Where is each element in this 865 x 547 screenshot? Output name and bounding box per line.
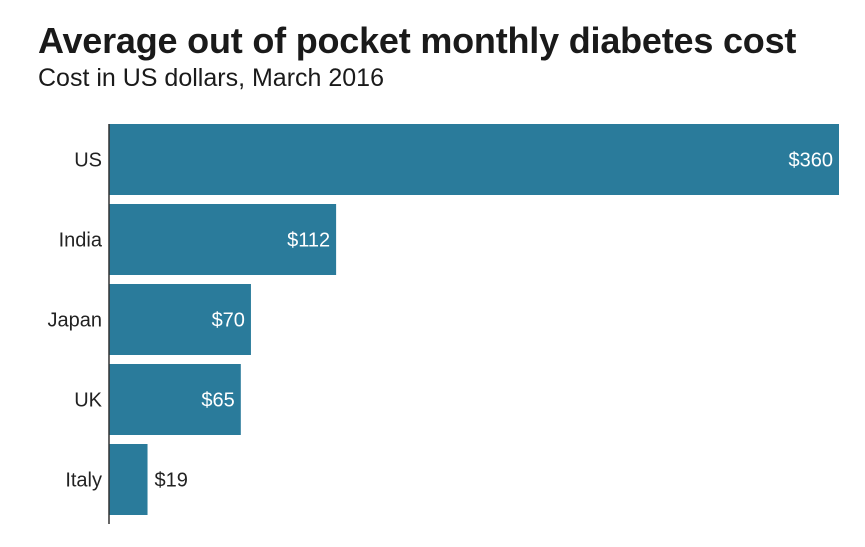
bar-us (109, 124, 839, 195)
bar-india (109, 204, 337, 275)
category-label: Japan (48, 310, 103, 332)
category-label: India (59, 230, 103, 252)
bar-uk (109, 364, 241, 435)
value-label: $65 (201, 390, 234, 412)
category-label: US (74, 150, 102, 172)
bar-italy (109, 444, 148, 515)
value-label: $19 (155, 470, 188, 492)
value-label: $112 (287, 230, 330, 252)
category-label: UK (74, 390, 102, 412)
value-label: $70 (212, 310, 245, 332)
chart-title: Average out of pocket monthly diabetes c… (38, 20, 797, 61)
value-label: $360 (789, 150, 834, 172)
chart-subtitle: Cost in US dollars, March 2016 (38, 64, 384, 92)
category-label: Italy (65, 470, 102, 492)
bar-japan (109, 284, 251, 355)
